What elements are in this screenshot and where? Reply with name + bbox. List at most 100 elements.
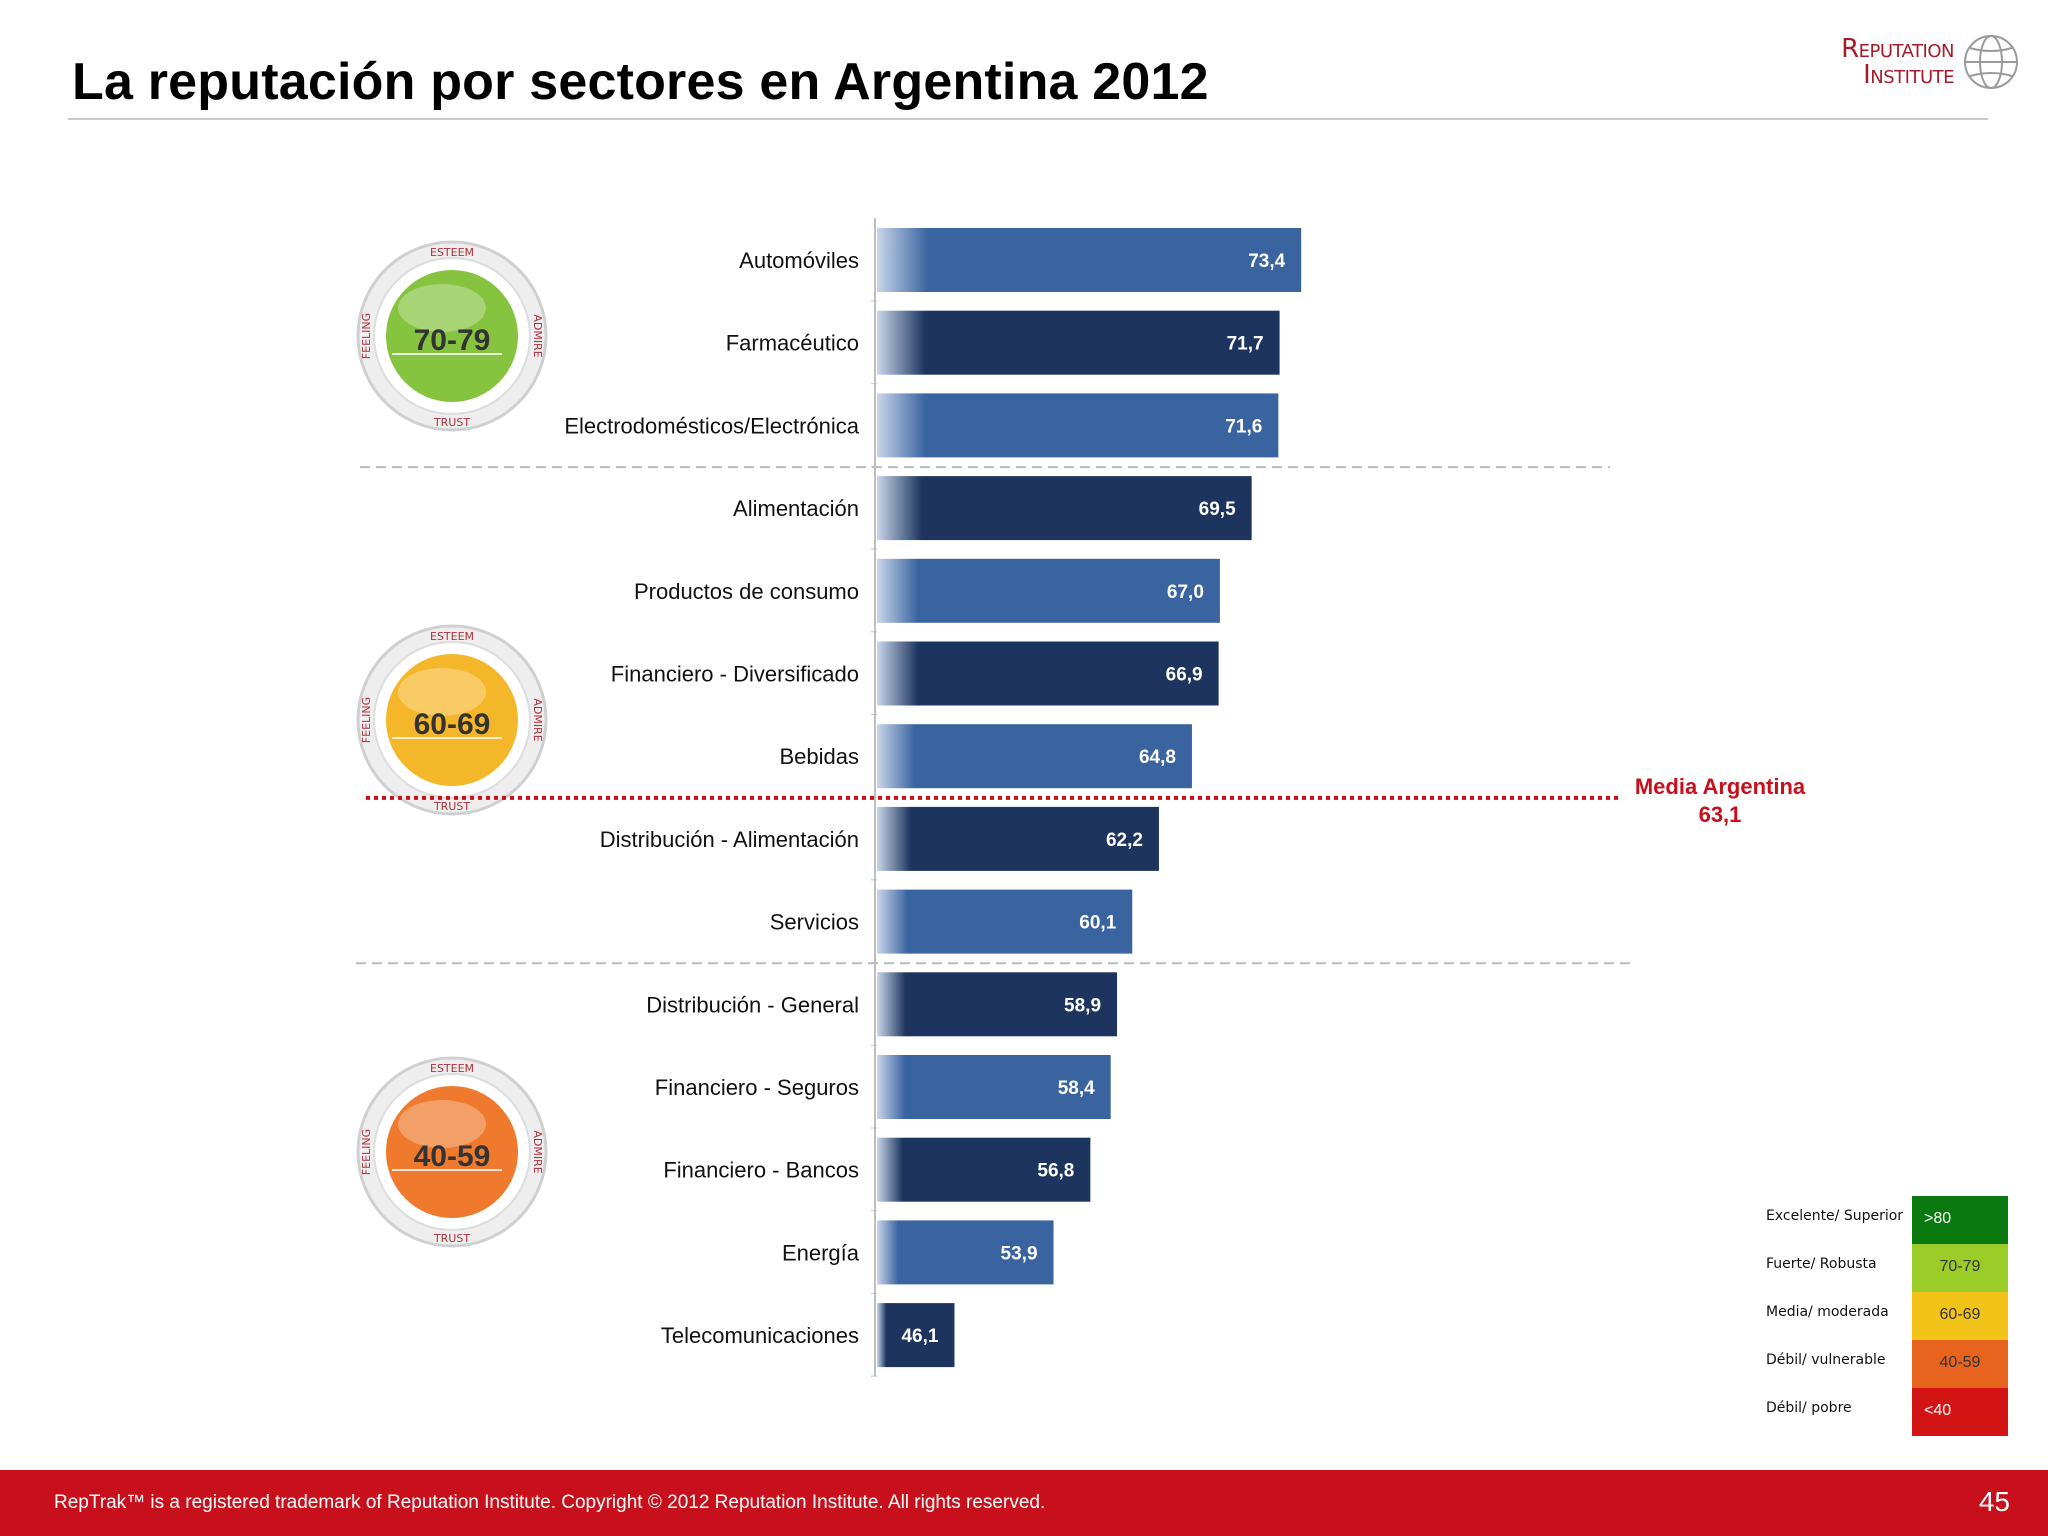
category-label: Farmacéutico xyxy=(726,331,859,356)
logo-line-1: Reputation xyxy=(1841,34,1954,64)
bar xyxy=(877,806,1159,871)
badge-ring-word: ESTEEM xyxy=(430,246,474,259)
bar-row: Energía 53,9 xyxy=(782,1220,1054,1294)
average-reference-line: Media Argentina 63,1 xyxy=(366,774,1806,827)
badge-range: 40-59 xyxy=(414,1140,491,1173)
band-badge: 60-69 ESTEEM ADMIRE TRUST FEELING xyxy=(356,624,548,816)
value-label: 73,4 xyxy=(1248,251,1285,272)
bar-row: Telecomunicaciones 46,1 xyxy=(661,1303,955,1377)
badge-ring-word: ESTEEM xyxy=(430,1062,474,1075)
badge-ring-word: ADMIRE xyxy=(531,314,544,357)
bar xyxy=(877,972,1118,1037)
legend-range: >80 xyxy=(1924,1210,1952,1227)
bar-row: Farmacéutico 71,7 xyxy=(726,310,1280,385)
value-label: 46,1 xyxy=(901,1326,938,1347)
bar-row: Automóviles 73,4 xyxy=(739,228,1302,302)
bar xyxy=(877,1220,1054,1285)
bar xyxy=(877,228,1302,292)
value-label: 66,9 xyxy=(1166,665,1203,686)
bar xyxy=(877,1303,955,1368)
value-label: 60,1 xyxy=(1079,913,1116,934)
category-label: Alimentación xyxy=(733,496,859,521)
category-label: Financiero - Seguros xyxy=(655,1075,859,1100)
bar xyxy=(877,1055,1111,1119)
bar xyxy=(877,641,1219,706)
badge-ring-word: FEELING xyxy=(360,1129,373,1175)
legend-swatch: 60-69 xyxy=(1912,1292,2008,1340)
footer-bar: RepTrak™ is a registered trademark of Re… xyxy=(0,1470,2048,1536)
category-label: Distribución - Alimentación xyxy=(600,827,859,852)
bar-row: Productos de consumo 67,0 xyxy=(634,558,1220,633)
legend-label: Débil/ vulnerable xyxy=(1766,1352,1886,1368)
page-number: 45 xyxy=(1978,1486,2010,1517)
badge-core xyxy=(386,270,518,402)
value-label: 53,9 xyxy=(1001,1243,1038,1264)
badge-ring-word: ADMIRE xyxy=(531,698,544,741)
value-label: 71,7 xyxy=(1227,334,1264,355)
value-label: 58,4 xyxy=(1058,1078,1095,1099)
value-label: 64,8 xyxy=(1139,747,1176,768)
bar-row: Financiero - Bancos 56,8 xyxy=(663,1137,1091,1212)
category-label: Financiero - Bancos xyxy=(663,1158,859,1183)
badge-range: 60-69 xyxy=(414,708,491,741)
bar xyxy=(877,558,1220,623)
legend-label: Fuerte/ Robusta xyxy=(1766,1256,1877,1272)
category-label: Servicios xyxy=(770,910,859,935)
legend-label: Media/ moderada xyxy=(1766,1304,1889,1320)
bar-group: Automóviles 73,4 Farmacéutico 71,7 Electrodo… xyxy=(564,228,1302,1377)
category-label: Telecomunicaciones xyxy=(661,1323,859,1348)
bar-row: Distribución - General 58,9 xyxy=(646,972,1118,1046)
badge-ring-word: TRUST xyxy=(433,1232,470,1245)
page-title: La reputación por sectores en Argentina … xyxy=(72,53,1209,111)
bar-row: Financiero - Seguros 58,4 xyxy=(655,1055,1111,1129)
legend-swatch: 70-79 xyxy=(1912,1244,2008,1292)
value-label: 58,9 xyxy=(1064,995,1101,1016)
score-band-badges: 70-79 ESTEEM ADMIRE TRUST FEELING 60-69 ESTEEM… xyxy=(356,240,548,1248)
sector-reputation-bar-chart: 70-79 ESTEEM ADMIRE TRUST FEELING 60-69 ESTEEM… xyxy=(356,218,1806,1377)
legend-row: Fuerte/ Robusta 70-79 xyxy=(1760,1244,2010,1292)
value-label: 69,5 xyxy=(1199,499,1236,520)
legend-range: 60-69 xyxy=(1939,1306,1981,1323)
legend-swatch: <40 xyxy=(1912,1388,2008,1436)
value-label: 62,2 xyxy=(1106,830,1143,851)
category-label: Energía xyxy=(782,1240,860,1265)
category-label: Bebidas xyxy=(779,744,859,769)
legend-row: Media/ moderada 60-69 xyxy=(1760,1292,2010,1340)
reputation-institute-logo: Reputation Institute xyxy=(1806,26,2026,96)
badge-range: 70-79 xyxy=(414,324,491,357)
legend-row: Débil/ pobre <40 xyxy=(1760,1388,2010,1436)
value-label: 67,0 xyxy=(1167,582,1204,603)
badge-ring-word: FEELING xyxy=(360,313,373,359)
bar-row: Financiero - Diversificado 66,9 xyxy=(611,641,1219,715)
legend-label: Excelente/ Superior xyxy=(1766,1208,1904,1224)
value-label: 71,6 xyxy=(1225,416,1262,437)
badge-ring-word: TRUST xyxy=(433,800,470,813)
category-label: Distribución - General xyxy=(646,992,859,1017)
bar-row: Alimentación 69,5 xyxy=(733,476,1252,550)
rating-legend: Excelente/ Superior >80 Fuerte/ Robusta 70-… xyxy=(1760,1196,2010,1438)
legend-range: 40-59 xyxy=(1939,1354,1981,1371)
copyright-text: RepTrak™ is a registered trademark of Re… xyxy=(54,1492,1046,1513)
legend-label: Débil/ pobre xyxy=(1766,1400,1852,1416)
value-label: 56,8 xyxy=(1037,1161,1074,1182)
legend-range: <40 xyxy=(1924,1402,1952,1419)
badge-ring-word: ADMIRE xyxy=(531,1130,544,1173)
average-label: Media Argentina xyxy=(1635,774,1806,799)
category-label: Financiero - Diversificado xyxy=(611,662,859,687)
globe-icon xyxy=(1964,35,2018,89)
bar xyxy=(877,310,1280,375)
logo-line-2: Institute xyxy=(1863,60,1954,90)
band-badge: 40-59 ESTEEM ADMIRE TRUST FEELING xyxy=(356,1056,548,1248)
legend-swatch: >80 xyxy=(1912,1196,2008,1244)
badge-core xyxy=(386,1086,518,1218)
category-label: Automóviles xyxy=(739,248,859,273)
badge-ring-word: FEELING xyxy=(360,697,373,743)
legend-range: 70-79 xyxy=(1939,1258,1981,1275)
category-label: Electrodomésticos/Electrónica xyxy=(564,413,859,438)
legend-swatch: 40-59 xyxy=(1912,1340,2008,1388)
bar xyxy=(877,476,1252,541)
bar xyxy=(877,1137,1091,1202)
bar-row: Electrodomésticos/Electrónica 71,6 xyxy=(564,393,1279,467)
category-label: Productos de consumo xyxy=(634,579,859,604)
legend-row: Débil/ vulnerable 40-59 xyxy=(1760,1340,2010,1388)
